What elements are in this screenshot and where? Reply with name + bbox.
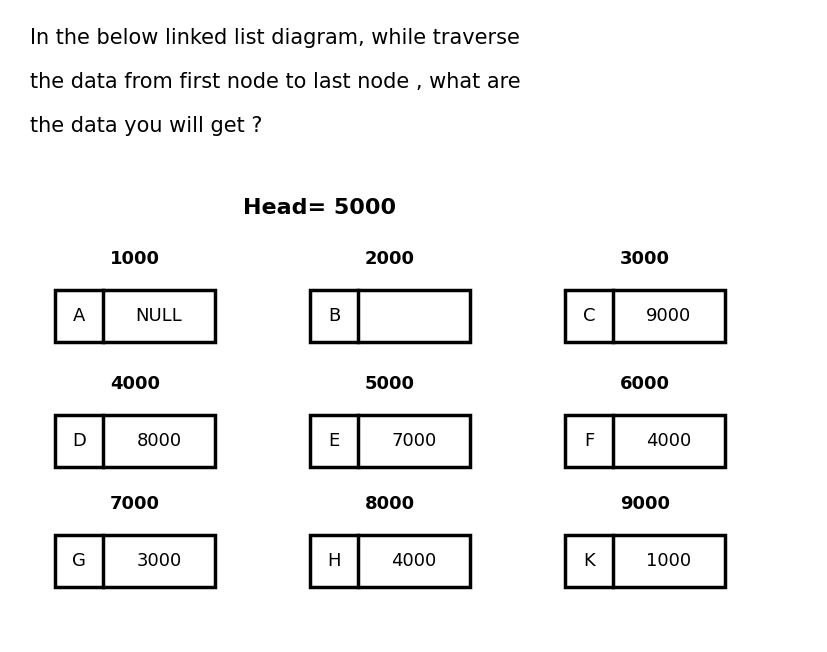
Text: 1000: 1000 — [646, 552, 691, 570]
Text: B: B — [327, 307, 340, 325]
Text: C: C — [582, 307, 595, 325]
Text: the data you will get ?: the data you will get ? — [30, 116, 262, 136]
Text: NULL: NULL — [136, 307, 182, 325]
Text: E: E — [328, 432, 339, 450]
Text: A: A — [73, 307, 85, 325]
Text: 3000: 3000 — [136, 552, 181, 570]
Text: G: G — [72, 552, 86, 570]
Bar — [309, 415, 470, 467]
Text: H: H — [327, 552, 341, 570]
Text: 1000: 1000 — [110, 250, 160, 268]
Text: Head= 5000: Head= 5000 — [243, 198, 396, 218]
Text: 3000: 3000 — [619, 250, 669, 268]
Text: F: F — [583, 432, 594, 450]
Bar — [55, 290, 215, 342]
Bar — [55, 535, 215, 587]
Text: 8000: 8000 — [365, 495, 414, 513]
Text: In the below linked list diagram, while traverse: In the below linked list diagram, while … — [30, 28, 519, 48]
Bar — [55, 415, 215, 467]
Text: 6000: 6000 — [619, 375, 669, 393]
Text: 5000: 5000 — [365, 375, 414, 393]
Text: 9000: 9000 — [646, 307, 691, 325]
Bar — [564, 415, 724, 467]
Bar — [309, 535, 470, 587]
Text: D: D — [72, 432, 86, 450]
Bar — [564, 290, 724, 342]
Text: 4000: 4000 — [110, 375, 160, 393]
Bar — [564, 535, 724, 587]
Text: 7000: 7000 — [110, 495, 160, 513]
Text: 4000: 4000 — [646, 432, 691, 450]
Text: K: K — [582, 552, 594, 570]
Text: 9000: 9000 — [619, 495, 669, 513]
Text: 4000: 4000 — [391, 552, 436, 570]
Bar — [309, 290, 470, 342]
Text: the data from first node to last node , what are: the data from first node to last node , … — [30, 72, 520, 92]
Text: 8000: 8000 — [136, 432, 181, 450]
Text: 7000: 7000 — [391, 432, 436, 450]
Text: 2000: 2000 — [365, 250, 414, 268]
